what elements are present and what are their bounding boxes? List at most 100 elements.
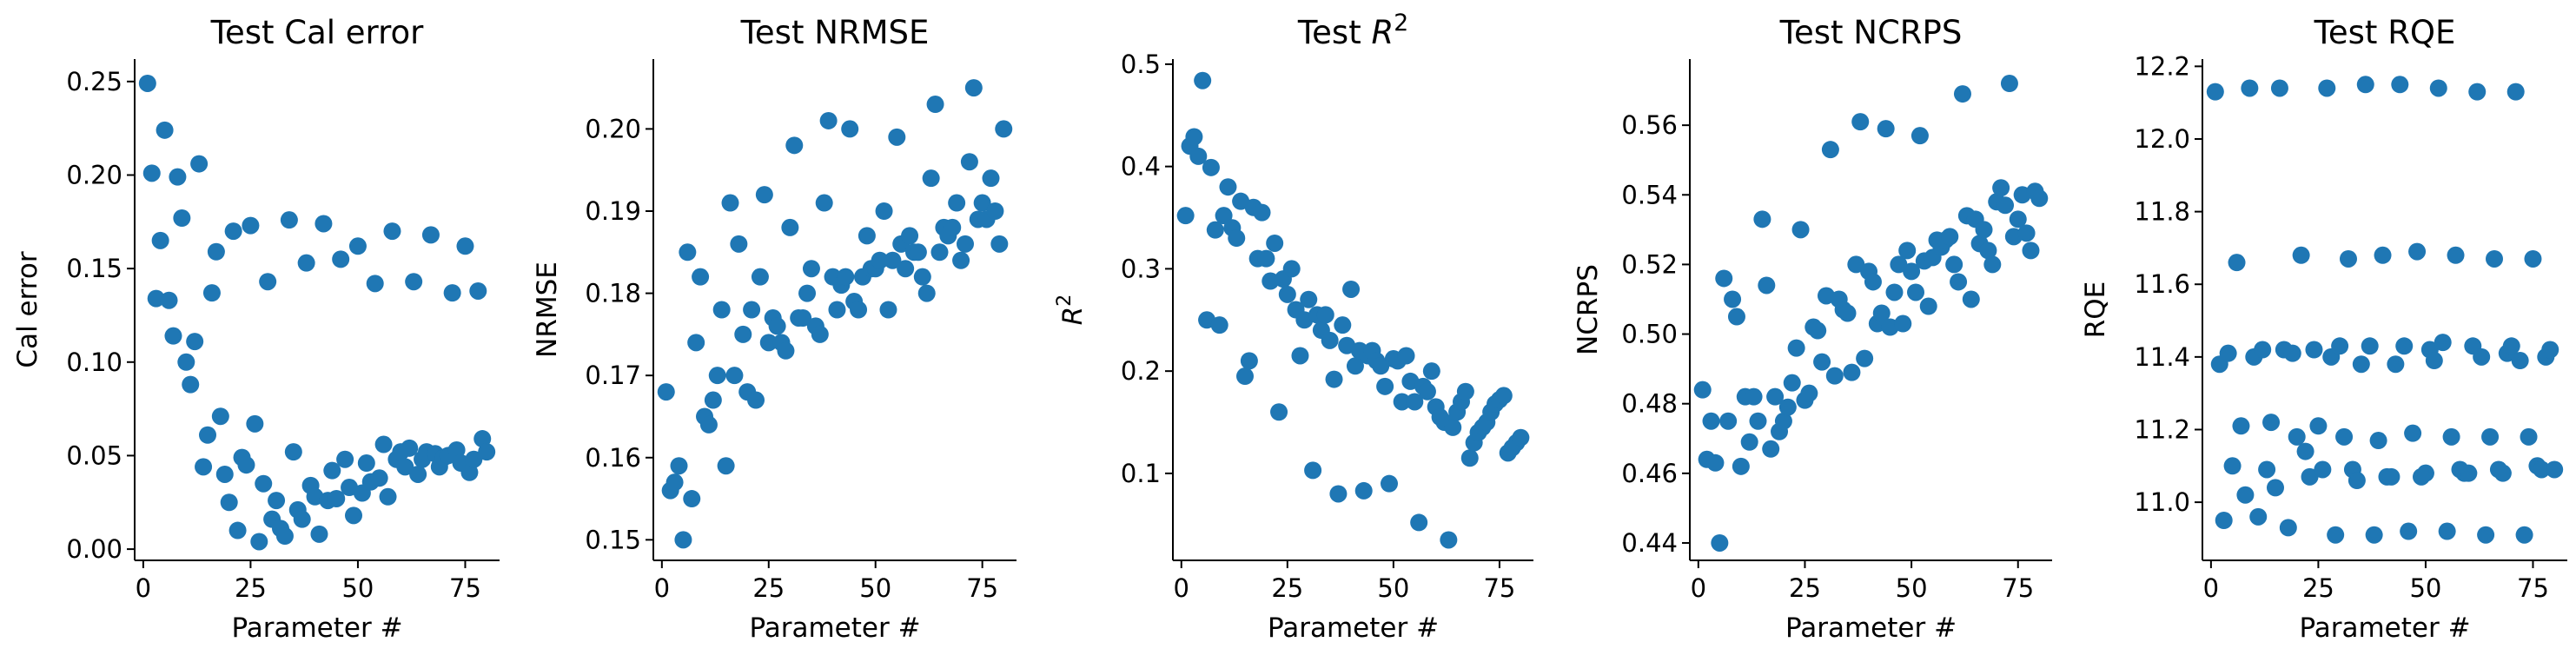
data-point (926, 96, 944, 114)
data-point (1992, 179, 2010, 197)
x-tick-label: 0 (1691, 573, 1706, 603)
y-tick-label: 0.19 (585, 196, 641, 226)
y-tick-label: 0.54 (1621, 180, 1678, 209)
x-tick-label: 75 (1483, 573, 1515, 603)
data-point (1372, 357, 1390, 375)
y-tick-label: 0.50 (1621, 320, 1678, 349)
data-point (884, 251, 902, 269)
y-tick-label: 0.00 (66, 534, 123, 564)
data-point (1304, 461, 1322, 480)
data-point (1745, 387, 1763, 406)
data-point (948, 194, 966, 212)
data-point (164, 327, 182, 345)
y-tick-label: 0.20 (585, 114, 641, 143)
data-point (699, 415, 718, 434)
data-point (2348, 472, 2366, 490)
data-point (1460, 449, 1479, 467)
data-point (1329, 485, 1348, 503)
y-tick-label: 0.1 (1121, 459, 1161, 488)
data-point (2327, 526, 2345, 544)
data-point (973, 194, 991, 212)
data-point (2460, 464, 2478, 482)
data-point (1706, 453, 1725, 472)
data-point (2361, 337, 2379, 355)
y-axis-label: NRMSE (532, 261, 563, 358)
data-point (687, 334, 705, 352)
data-point (2533, 460, 2551, 479)
data-point (858, 227, 876, 245)
data-point (1719, 412, 1738, 430)
data-point (2477, 526, 2495, 544)
data-point (2438, 522, 2456, 540)
data-point (1945, 255, 1963, 274)
data-point (246, 414, 264, 433)
data-point (960, 153, 978, 171)
y-tick-label: 11.2 (2134, 414, 2190, 444)
data-point (1885, 283, 1904, 301)
data-point (2292, 246, 2310, 264)
data-point (473, 430, 492, 448)
data-point (2288, 427, 2306, 446)
data-point (2270, 79, 2288, 97)
data-point (195, 458, 213, 476)
data-point (1206, 221, 1224, 239)
data-point (332, 250, 350, 268)
data-point (1766, 387, 1785, 406)
data-point (1975, 221, 1993, 239)
x-tick-label: 50 (2409, 573, 2441, 603)
data-point (2481, 427, 2500, 446)
y-tick-label: 0.2 (1121, 356, 1161, 386)
data-point (1342, 280, 1361, 298)
data-point (759, 334, 778, 352)
data-point (2228, 254, 2246, 272)
data-point (1740, 433, 1758, 451)
x-tick-label: 75 (2002, 573, 2034, 603)
data-point (956, 235, 974, 253)
data-point (2318, 79, 2336, 97)
data-point (828, 301, 846, 319)
x-tick-label: 0 (136, 573, 151, 603)
data-point (841, 120, 859, 138)
data-point (913, 268, 931, 286)
data-point (2296, 442, 2314, 460)
data-point (1838, 304, 1857, 322)
data-point (2416, 464, 2434, 482)
data-point (1877, 120, 1895, 138)
data-point (781, 218, 799, 236)
data-point (211, 407, 229, 426)
x-tick-label: 50 (341, 573, 374, 603)
data-point (169, 168, 187, 186)
data-point (409, 465, 427, 483)
data-point (1856, 349, 1874, 367)
data-point (1953, 85, 1971, 103)
data-point (2206, 83, 2224, 101)
data-point (1456, 382, 1474, 401)
data-point (1711, 533, 1729, 552)
data-point (1176, 207, 1195, 225)
data-point (1397, 347, 1415, 365)
x-tick-label: 75 (449, 573, 481, 603)
data-point (2369, 432, 2387, 450)
data-point (1787, 339, 1805, 357)
data-point (151, 231, 169, 249)
x-tick-label: 25 (1789, 573, 1821, 603)
data-point (237, 456, 255, 474)
chart-panel-3: 0 25 50 75 0.1 0.2 0.3 0.4 0.5 Test R2 Parameter #… (1053, 10, 1533, 644)
data-point (2335, 427, 2354, 446)
data-point (785, 136, 804, 155)
data-point (1300, 290, 1318, 308)
data-point (2493, 464, 2512, 482)
x-tick-label: 75 (2517, 573, 2549, 603)
x-axis-label: Parameter # (231, 612, 402, 644)
data-point (268, 492, 286, 510)
data-point (1724, 290, 1742, 308)
x-tick-label: 0 (654, 573, 670, 603)
data-point (930, 243, 949, 261)
x-tick-label: 50 (859, 573, 891, 603)
data-point (1910, 127, 1929, 145)
data-point (1393, 393, 1411, 411)
y-axis-label: NCRPS (1573, 264, 1604, 355)
data-point (315, 215, 333, 233)
data-point (708, 367, 726, 385)
